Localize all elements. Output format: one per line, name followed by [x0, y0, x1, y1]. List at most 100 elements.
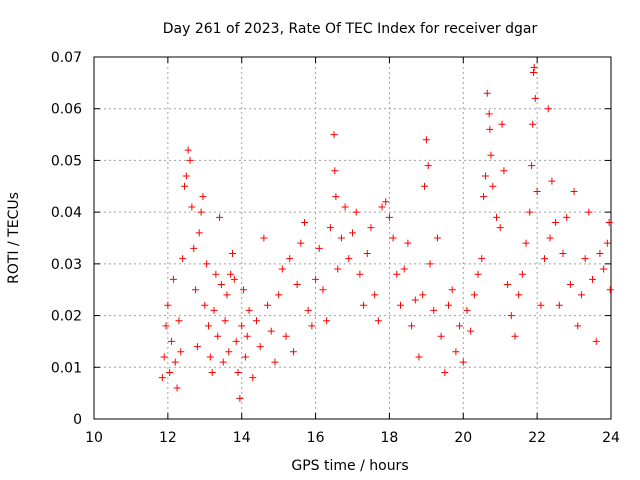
- data-point: [515, 291, 523, 299]
- x-tick-label: 12: [159, 430, 177, 446]
- data-point: [537, 301, 545, 309]
- data-point: [363, 250, 371, 258]
- data-point: [563, 213, 571, 221]
- data-point: [221, 317, 229, 325]
- data-point: [236, 394, 244, 402]
- data-point: [203, 260, 211, 268]
- data-point: [596, 250, 604, 258]
- y-tick-labels: 0 0.01 0.02 0.03 0.04 0.05 0.06 0.07: [51, 50, 82, 428]
- data-point: [210, 306, 218, 314]
- data-point: [271, 358, 279, 366]
- plot-frame: [93, 56, 612, 420]
- x-tick-label: 22: [528, 430, 546, 446]
- data-point: [223, 291, 231, 299]
- data-point: [319, 286, 327, 294]
- data-point: [385, 213, 393, 221]
- data-point: [337, 234, 345, 242]
- data-point: [275, 291, 283, 299]
- data-point: [166, 368, 174, 376]
- data-point: [581, 255, 589, 263]
- data-point: [504, 281, 512, 289]
- data-point: [426, 260, 434, 268]
- data-point: [297, 239, 305, 247]
- data-point: [341, 203, 349, 211]
- data-point: [408, 322, 416, 330]
- data-point: [360, 301, 368, 309]
- data-point: [219, 358, 227, 366]
- data-point: [158, 374, 166, 382]
- chart-title: Day 261 of 2023, Rate Of TEC Index for r…: [163, 21, 538, 37]
- data-point: [555, 301, 563, 309]
- data-point: [415, 353, 423, 361]
- data-point: [559, 250, 567, 258]
- data-point: [227, 270, 235, 278]
- data-point: [433, 234, 441, 242]
- data-point: [216, 213, 224, 221]
- x-tick-label: 20: [454, 430, 472, 446]
- data-point: [507, 312, 515, 320]
- data-point: [160, 353, 168, 361]
- data-point: [195, 229, 203, 237]
- data-point: [430, 306, 438, 314]
- data-point: [496, 224, 504, 232]
- data-point: [448, 286, 456, 294]
- data-point: [352, 208, 360, 216]
- data-point: [345, 255, 353, 263]
- data-point: [600, 265, 608, 273]
- data-point: [445, 301, 453, 309]
- data-point: [186, 156, 194, 164]
- data-point: [238, 322, 246, 330]
- data-point: [526, 208, 534, 216]
- data-point: [404, 239, 412, 247]
- data-point: [437, 332, 445, 340]
- data-point: [204, 322, 212, 330]
- data-point: [164, 301, 172, 309]
- data-point: [286, 255, 294, 263]
- data-point: [498, 120, 506, 128]
- data-point: [330, 131, 338, 139]
- data-point: [245, 306, 253, 314]
- data-point: [243, 332, 251, 340]
- x-tick-label: 10: [85, 430, 103, 446]
- data-point: [315, 244, 323, 252]
- data-point: [177, 348, 185, 356]
- data-point: [323, 317, 331, 325]
- data-point: [225, 348, 233, 356]
- data-point: [267, 327, 275, 335]
- data-point: [304, 306, 312, 314]
- data-point: [400, 265, 408, 273]
- data-point: [531, 94, 539, 102]
- data-point: [548, 177, 556, 185]
- y-tick-label: 0.03: [51, 257, 82, 273]
- data-point: [208, 368, 216, 376]
- data-point: [419, 291, 427, 299]
- data-point: [192, 286, 200, 294]
- data-point: [332, 193, 340, 201]
- data-point: [249, 374, 257, 382]
- y-tick-label: 0.06: [51, 102, 82, 118]
- data-point: [481, 172, 489, 180]
- data-point: [470, 291, 478, 299]
- data-point: [256, 343, 264, 351]
- data-point: [179, 255, 187, 263]
- data-point: [533, 187, 541, 195]
- x-axis-label: GPS time / hours: [291, 458, 408, 474]
- data-point: [411, 296, 419, 304]
- data-points: [158, 63, 614, 402]
- data-point: [175, 317, 183, 325]
- data-point: [293, 281, 301, 289]
- data-point: [393, 270, 401, 278]
- data-point: [529, 69, 537, 77]
- x-tick-label: 14: [233, 430, 251, 446]
- data-point: [541, 255, 549, 263]
- data-point: [474, 270, 482, 278]
- data-point: [485, 110, 493, 118]
- data-point: [487, 151, 495, 159]
- data-point: [421, 182, 429, 190]
- data-point: [570, 187, 578, 195]
- data-point: [463, 306, 471, 314]
- data-point: [382, 198, 390, 206]
- data-point: [528, 162, 536, 170]
- data-point: [197, 208, 205, 216]
- data-point: [206, 353, 214, 361]
